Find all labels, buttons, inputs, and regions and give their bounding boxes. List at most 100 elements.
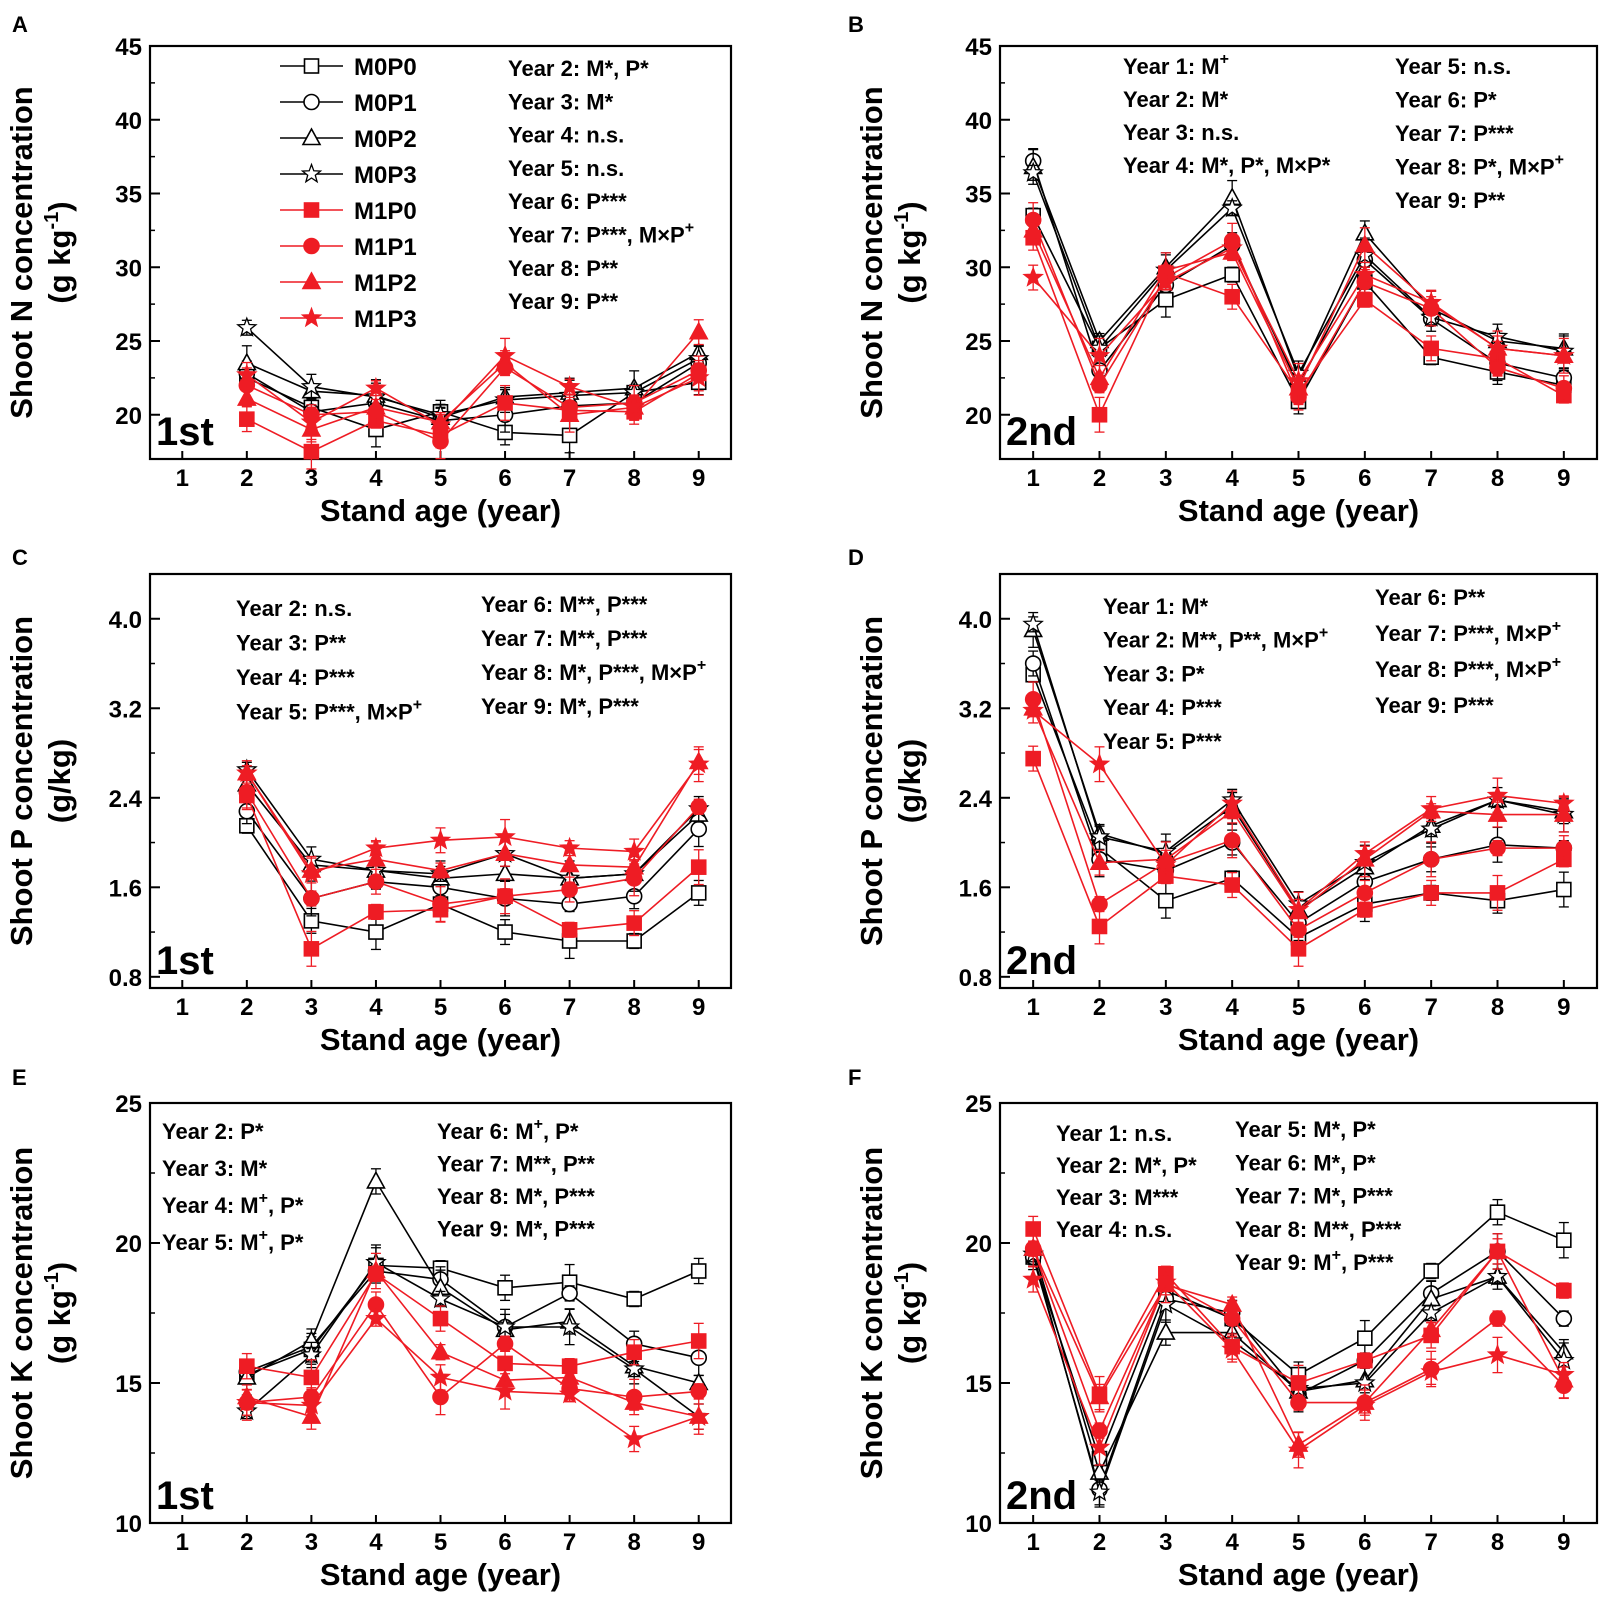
- series-M1P3: [1022, 1266, 1575, 1469]
- data-point: [559, 854, 580, 873]
- series-line: [246, 372, 700, 453]
- x-axis-title: Stand age (year): [320, 1022, 561, 1057]
- data-point: [558, 836, 581, 858]
- significance-annotation: Year 4: n.s.: [1056, 1217, 1172, 1242]
- significance-annotation: Year 3: M*: [162, 1156, 268, 1181]
- y-tick-label: 2.4: [109, 786, 143, 813]
- data-point: [1023, 219, 1044, 238]
- data-point: [1420, 1360, 1442, 1381]
- x-tick-label: 8: [1491, 994, 1504, 1021]
- data-point: [1486, 1265, 1509, 1286]
- data-point: [690, 859, 707, 875]
- significance-annotation: Year 9: M*, P***: [481, 694, 639, 719]
- legend-label: M1P0: [354, 198, 417, 225]
- series-line: [246, 1269, 699, 1418]
- data-point: [1553, 1363, 1575, 1384]
- significance-annotation: Year 3: M***: [1056, 1185, 1179, 1210]
- panel-F: F 1 2 3 4 5 6 7 8 9 10 15 20 25 Stand age (year) Shoot …: [848, 1065, 1599, 1592]
- y-tick-label: 25: [965, 329, 992, 356]
- data-point: [494, 344, 516, 365]
- data-point: [1023, 1237, 1044, 1256]
- data-point: [1022, 1268, 1044, 1289]
- data-point: [1290, 1375, 1307, 1391]
- data-point: [1556, 1282, 1572, 1299]
- data-point: [497, 395, 513, 411]
- data-point: [1489, 1204, 1506, 1220]
- data-point: [236, 761, 258, 783]
- y-tick-label: 1.6: [959, 875, 992, 902]
- data-point: [1022, 161, 1044, 183]
- significance-annotation: Year 5: P***, M×P+: [236, 697, 422, 725]
- data-point: [690, 1263, 707, 1279]
- significance-annotation: Year 9: M*, P***: [437, 1217, 595, 1242]
- data-point: [1422, 851, 1440, 868]
- data-point: [430, 859, 451, 878]
- significance-annotation: Year 8: M*, P***, M×P+: [481, 657, 706, 685]
- significance-annotation: Year 4: M+, P*: [162, 1190, 304, 1218]
- series-M1P1: [238, 774, 708, 923]
- data-point: [497, 924, 513, 940]
- x-tick-label: 8: [627, 994, 640, 1021]
- data-point: [236, 387, 257, 406]
- series-line: [246, 1303, 699, 1404]
- panel-letter: F: [848, 1065, 861, 1090]
- y-tick-label: 30: [965, 255, 992, 282]
- data-point: [429, 828, 452, 850]
- data-point: [1155, 1293, 1177, 1314]
- series-line: [246, 1270, 699, 1373]
- data-point: [1158, 291, 1174, 308]
- data-point: [365, 1307, 387, 1328]
- data-point: [1423, 1263, 1439, 1279]
- data-point: [1556, 1232, 1572, 1248]
- data-point: [1221, 236, 1243, 258]
- panel-letter: D: [848, 545, 864, 570]
- data-point: [432, 1388, 449, 1406]
- data-point: [1556, 881, 1572, 898]
- data-point: [300, 410, 323, 432]
- data-point: [366, 1260, 386, 1279]
- data-point: [1486, 784, 1509, 805]
- x-tick-label: 2: [1093, 994, 1106, 1021]
- data-point: [623, 840, 645, 861]
- data-point: [687, 366, 710, 388]
- x-tick-label: 7: [1424, 1529, 1437, 1556]
- x-tick-label: 1: [1026, 1529, 1039, 1556]
- data-point: [558, 375, 581, 396]
- significance-annotation: Year 1: M+: [1123, 51, 1229, 79]
- x-tick-label: 5: [434, 1529, 447, 1556]
- data-point: [303, 890, 320, 907]
- data-point: [1290, 941, 1307, 957]
- y-axis-title: Shoot P concentration: [4, 616, 39, 946]
- data-point: [1089, 367, 1110, 386]
- data-point: [558, 1315, 581, 1337]
- legend-label: M0P2: [354, 126, 417, 153]
- legend-marker: [303, 58, 320, 74]
- data-point: [1287, 898, 1310, 919]
- data-point: [238, 783, 256, 801]
- x-tick-label: 6: [1358, 994, 1371, 1021]
- significance-annotation: Year 4: M*, P*, M×P*: [1123, 153, 1331, 178]
- legend-marker: [303, 202, 320, 218]
- series-M0P0: [239, 817, 707, 960]
- data-point: [1486, 337, 1509, 358]
- x-tick-label: 8: [627, 465, 640, 492]
- data-point: [1091, 918, 1108, 935]
- data-point: [1224, 877, 1240, 893]
- series-line: [246, 791, 700, 905]
- data-point: [1555, 839, 1573, 857]
- panel-E: E 1 2 3 4 5 6 7 8 9 10 15 20 25 Stand age (year) Shoot …: [4, 1065, 733, 1592]
- x-tick-label: 8: [1491, 465, 1504, 492]
- data-point: [1221, 792, 1243, 813]
- x-tick-label: 7: [563, 465, 576, 492]
- data-point: [1024, 655, 1042, 672]
- x-tick-label: 7: [1424, 465, 1437, 492]
- data-point: [688, 321, 709, 340]
- data-point: [496, 1335, 514, 1353]
- series-line: [246, 354, 700, 427]
- series-line: [246, 1179, 699, 1384]
- data-point: [239, 1358, 255, 1374]
- significance-annotation: Year 7: M**, P***: [481, 626, 648, 651]
- data-point: [626, 1291, 642, 1307]
- y-axis-title: Shoot K concentration: [854, 1147, 889, 1479]
